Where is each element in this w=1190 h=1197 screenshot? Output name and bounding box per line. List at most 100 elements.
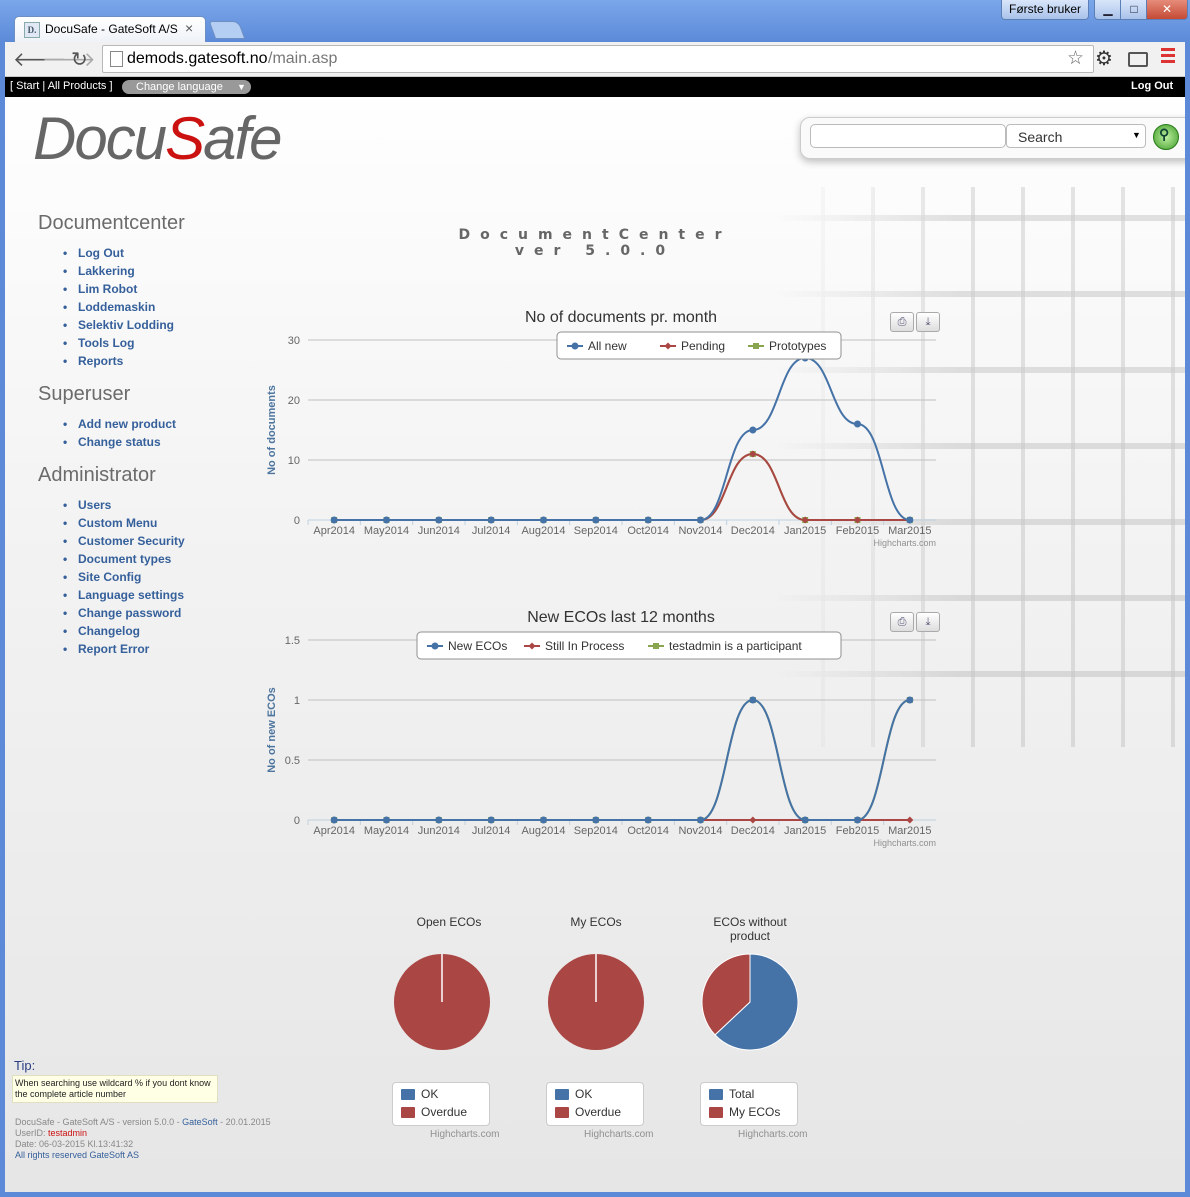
chart-credits[interactable]: Highcharts.com: [584, 1129, 654, 1140]
legend-label[interactable]: testadmin is a participant: [669, 639, 802, 653]
chart-credits[interactable]: Highcharts.com: [873, 538, 936, 548]
footer-date-line: Date: 06-03-2015 Kl.13:41:32: [15, 1139, 134, 1149]
sidebar-item-customer-security[interactable]: Customer Security: [63, 534, 185, 552]
search-button[interactable]: ⚲: [1153, 124, 1179, 150]
sidebar-item-tools-log[interactable]: Tools Log: [63, 336, 174, 354]
export-chart-button[interactable]: ⤓: [916, 312, 940, 332]
pie-slice[interactable]: [701, 953, 751, 1036]
data-point[interactable]: [749, 816, 757, 824]
pie-slice[interactable]: [714, 953, 799, 1051]
data-point[interactable]: [435, 816, 443, 824]
sidebar-item-selektiv-lodding[interactable]: Selektiv Lodding: [63, 318, 174, 336]
data-point[interactable]: [435, 516, 443, 524]
data-point[interactable]: [801, 516, 809, 524]
sidebar-item-lim-robot[interactable]: Lim Robot: [63, 282, 174, 300]
new-tab-button[interactable]: [208, 21, 246, 39]
data-point[interactable]: [854, 816, 861, 824]
y-tick-label: 30: [288, 335, 300, 347]
maximize-button[interactable]: □: [1120, 0, 1148, 20]
data-point[interactable]: [330, 816, 338, 824]
data-point[interactable]: [644, 816, 652, 824]
browser-tab[interactable]: D. DocuSafe - GateSoft A/S ×: [14, 16, 206, 43]
export-chart-button[interactable]: ⤓: [916, 612, 940, 632]
sidebar-item-change-status[interactable]: Change status: [63, 435, 176, 453]
legend-label[interactable]: Still In Process: [545, 639, 624, 653]
data-point[interactable]: [906, 696, 914, 704]
data-point[interactable]: [854, 516, 861, 524]
data-point[interactable]: [854, 420, 861, 428]
legend-label[interactable]: All new: [588, 339, 627, 353]
start-all-products-links[interactable]: [ Start | All Products ]: [10, 80, 113, 92]
data-point[interactable]: [592, 816, 600, 824]
pie-legend-item[interactable]: Overdue: [555, 1105, 621, 1123]
sidebar-item-changelog[interactable]: Changelog: [63, 624, 185, 642]
sidebar-item-reports[interactable]: Reports: [63, 354, 174, 372]
data-point[interactable]: [540, 816, 547, 824]
sidebar-item-language-settings[interactable]: Language settings: [63, 588, 185, 606]
sidebar-item-site-config[interactable]: Site Config: [63, 570, 185, 588]
sidebar-item-lakkering[interactable]: Lakkering: [63, 264, 174, 282]
ecos-without-product-pie-chart: ECOs without product Total My ECOs Highchar…: [700, 907, 860, 1147]
data-point[interactable]: [592, 516, 600, 524]
chart-credits[interactable]: Highcharts.com: [873, 838, 936, 848]
data-point[interactable]: [801, 816, 809, 824]
legend-label: My ECOs: [729, 1105, 781, 1119]
pie-legend-item[interactable]: Total: [709, 1087, 754, 1105]
gear-icon[interactable]: ⚙: [1095, 48, 1113, 70]
search-type-select[interactable]: Search ▼: [1006, 124, 1146, 148]
minimize-button[interactable]: ▁: [1094, 0, 1122, 20]
sidebar-item-add-new-product[interactable]: Add new product: [63, 417, 176, 435]
sidebar-item-log-out[interactable]: Log Out: [63, 246, 174, 264]
gatesoft-link[interactable]: GateSoft: [182, 1117, 218, 1127]
series-line-all-new[interactable]: [334, 356, 911, 521]
data-point[interactable]: [749, 696, 757, 704]
data-point[interactable]: [697, 816, 704, 824]
legend-label[interactable]: Pending: [681, 339, 725, 353]
series-line-pending[interactable]: [334, 452, 910, 521]
language-select[interactable]: Change language ▼: [122, 80, 251, 94]
chart-credits[interactable]: Highcharts.com: [430, 1129, 500, 1140]
data-point[interactable]: [487, 516, 495, 524]
pie-legend-item[interactable]: My ECOs: [709, 1105, 780, 1123]
forward-arrow-icon[interactable]: 🡒: [42, 49, 96, 71]
data-point[interactable]: [487, 816, 495, 824]
chart-credits[interactable]: Highcharts.com: [738, 1129, 808, 1140]
print-chart-button[interactable]: ⎙: [890, 312, 914, 332]
data-point[interactable]: [749, 450, 757, 458]
pie-legend-item[interactable]: OK: [555, 1087, 592, 1105]
data-point[interactable]: [697, 516, 704, 524]
browser-menu-icon[interactable]: [1161, 48, 1175, 66]
data-point[interactable]: [644, 516, 652, 524]
sidebar-item-change-password[interactable]: Change password: [63, 606, 185, 624]
data-point[interactable]: [330, 516, 338, 524]
data-point[interactable]: [383, 516, 390, 524]
series-line-prototypes[interactable]: [334, 452, 910, 521]
sidebar-item-custom-menu[interactable]: Custom Menu: [63, 516, 185, 534]
print-chart-button[interactable]: ⎙: [890, 612, 914, 632]
data-point[interactable]: [906, 516, 914, 524]
data-point[interactable]: [540, 516, 547, 524]
logout-link[interactable]: Log Out: [1131, 80, 1174, 92]
reload-icon[interactable]: ↻: [71, 49, 88, 71]
close-window-button[interactable]: ✕: [1146, 0, 1188, 20]
sidebar-item-users[interactable]: Users: [63, 498, 185, 516]
pie-legend-item[interactable]: Overdue: [401, 1105, 467, 1123]
x-tick-label: Aug2014: [521, 825, 565, 837]
legend-label[interactable]: Prototypes: [769, 339, 826, 353]
sidebar-item-loddemaskin[interactable]: Loddemaskin: [63, 300, 174, 318]
data-point[interactable]: [383, 816, 390, 824]
data-point[interactable]: [906, 816, 914, 824]
cast-icon[interactable]: [1128, 52, 1148, 67]
pie-legend: Total My ECOs: [700, 1082, 798, 1126]
search-input[interactable]: [810, 124, 1006, 148]
pie-legend-item[interactable]: OK: [401, 1087, 438, 1105]
sidebar-item-document-types[interactable]: Document types: [63, 552, 185, 570]
back-arrow-icon[interactable]: 🡐: [13, 49, 67, 71]
tab-close-icon[interactable]: ×: [185, 20, 194, 36]
bookmark-star-icon[interactable]: ☆: [1067, 48, 1085, 69]
profile-badge[interactable]: Første bruker: [1001, 0, 1089, 20]
legend-label[interactable]: New ECOs: [448, 639, 507, 653]
address-bar[interactable]: demods.gatesoft.no /main.asp ☆: [102, 45, 1094, 73]
sidebar-item-report-error[interactable]: Report Error: [63, 642, 185, 660]
data-point[interactable]: [749, 426, 757, 434]
